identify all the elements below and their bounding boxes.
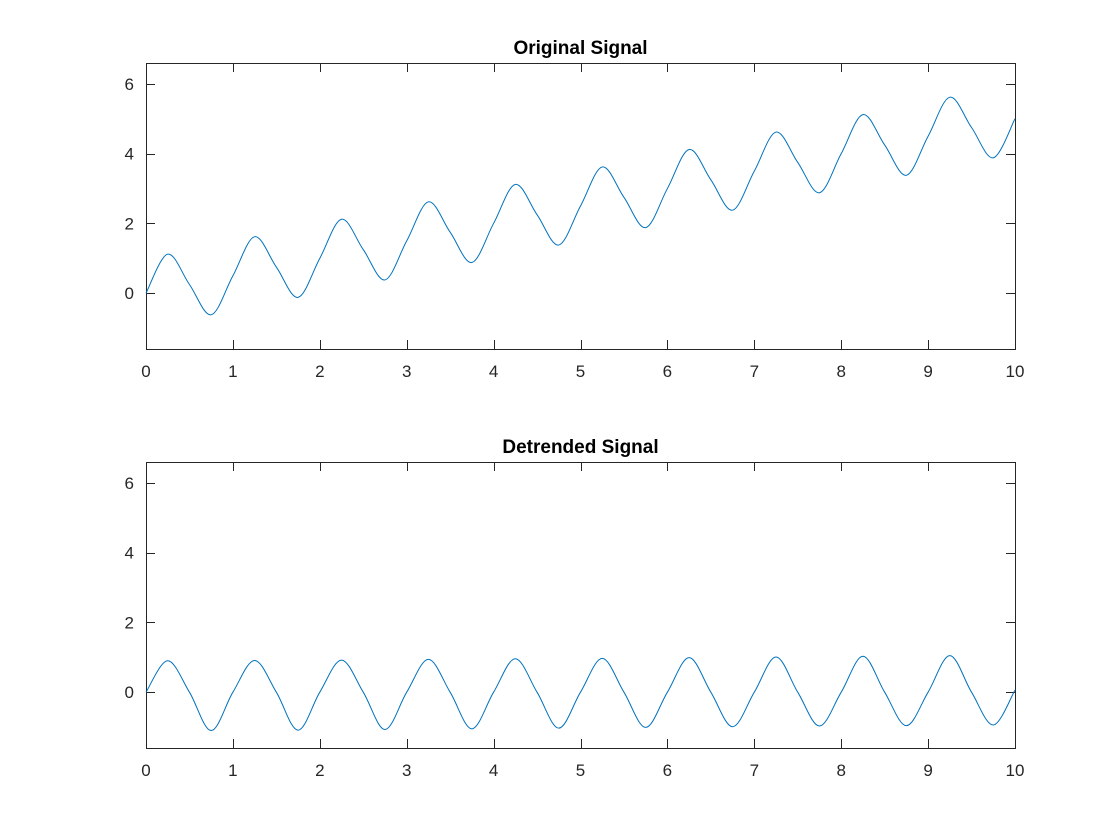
x-tick-label: 5 [576, 761, 585, 780]
y-tick-label: 6 [125, 474, 134, 493]
x-tick-label: 9 [923, 761, 932, 780]
y-tick-label: 0 [125, 284, 134, 303]
x-tick-label: 4 [489, 761, 498, 780]
x-tick-label: 0 [141, 761, 150, 780]
x-tick-label: 7 [750, 362, 759, 381]
x-tick-label: 1 [228, 761, 237, 780]
x-tick-label: 2 [315, 362, 324, 381]
y-tick-label: 4 [125, 145, 134, 164]
y-tick-label: 2 [125, 613, 134, 632]
x-tick-label: 1 [228, 362, 237, 381]
series-line-1 [145, 96, 1016, 316]
x-tick-label: 3 [402, 362, 411, 381]
y-tick-label: 6 [125, 75, 134, 94]
subplot-1: Original Signal 0 1 2 3 4 5 6 7 8 9 10 0 2 4 6 [125, 38, 1025, 381]
x-tick-label: 2 [315, 761, 324, 780]
x-tick-label: 8 [836, 761, 845, 780]
x-tick-label: 10 [1006, 362, 1025, 381]
x-tick-label: 3 [402, 761, 411, 780]
x-tick-label: 4 [489, 362, 498, 381]
x-tick-label: 6 [663, 761, 672, 780]
x-tick-label: 5 [576, 362, 585, 381]
y-tick-label: 2 [125, 214, 134, 233]
y-tick-label: 0 [125, 683, 134, 702]
chart-title: Original Signal [513, 38, 647, 59]
y-tick-label: 4 [125, 544, 134, 563]
axes-box [146, 462, 1016, 749]
series-line-1 [145, 655, 1016, 732]
subplot-2: Detrended Signal 0 1 2 3 4 5 6 7 8 9 10 0 2 4 6 [125, 437, 1025, 780]
chart-title: Detrended Signal [502, 437, 658, 458]
x-tick-label: 9 [923, 362, 932, 381]
x-tick-label: 10 [1006, 761, 1025, 780]
x-tick-label: 8 [836, 362, 845, 381]
x-tick-label: 7 [750, 761, 759, 780]
x-tick-label: 0 [141, 362, 150, 381]
x-tick-label: 6 [663, 362, 672, 381]
axes-box [146, 63, 1016, 350]
